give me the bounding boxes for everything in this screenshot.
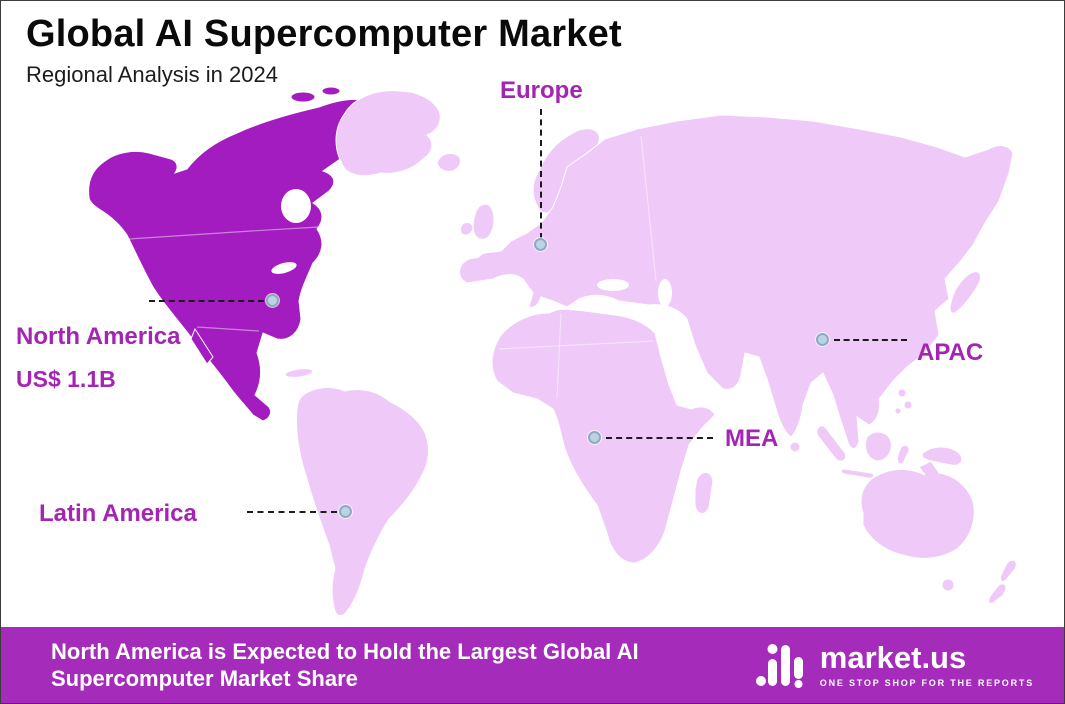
leader-line-apac — [834, 339, 907, 341]
country-borders — [128, 135, 657, 400]
ireland — [459, 222, 474, 236]
hudson-bay — [281, 189, 311, 223]
united-kingdom — [472, 203, 495, 240]
region-label-mea: MEA — [725, 425, 779, 452]
footer-banner: North America is Expected to Hold the La… — [1, 627, 1064, 703]
philippines-2 — [903, 400, 913, 410]
header: Global AI Supercomputer Market Regional … — [26, 13, 622, 88]
page-title: Global AI Supercomputer Market — [26, 13, 622, 55]
new-guinea — [921, 446, 963, 466]
sri-lanka — [789, 441, 801, 453]
map-marker-mea — [588, 431, 601, 444]
java — [841, 468, 875, 479]
great-lakes — [271, 262, 297, 274]
region-label-apac: APAC — [917, 339, 984, 366]
region-label-north-america: North America — [16, 323, 181, 350]
marketus-logo-text: market.us ONE STOP SHOP FOR THE REPORTS — [820, 642, 1034, 688]
caspian-sea — [658, 279, 672, 307]
region-label-europe: Europe — [500, 77, 583, 104]
japan — [949, 271, 982, 314]
tasmania — [941, 578, 955, 592]
iceland — [436, 152, 461, 172]
leader-line-latin-america — [247, 511, 337, 513]
leader-line-north-america — [149, 300, 264, 302]
greenland — [335, 90, 441, 177]
leader-line-mea — [606, 437, 713, 439]
continent-australia — [860, 460, 975, 559]
continent-africa — [491, 308, 716, 564]
philippines-3 — [894, 407, 902, 415]
baja-peninsula — [190, 327, 214, 365]
continent-south-america — [296, 387, 429, 616]
black-sea — [597, 279, 629, 291]
arctic-island-1 — [290, 91, 316, 103]
sulawesi — [896, 444, 910, 465]
footer-headline: North America is Expected to Hold the La… — [51, 638, 639, 692]
map-marker-latin-america — [339, 505, 352, 518]
map-marker-north-america — [266, 294, 279, 307]
brand-tagline: ONE STOP SHOP FOR THE REPORTS — [819, 678, 1034, 688]
page-subtitle: Regional Analysis in 2024 — [26, 62, 278, 87]
landmass-eurasia — [459, 114, 1014, 449]
madagascar — [694, 472, 714, 514]
borneo — [864, 431, 892, 462]
sumatra — [816, 425, 847, 462]
brand-name: market.us — [819, 640, 967, 675]
arctic-island-2 — [321, 86, 341, 96]
region-value-north-america: US$ 1.1B — [16, 366, 116, 392]
new-zealand-south — [988, 583, 1007, 604]
new-zealand-north — [1000, 559, 1017, 582]
region-label-latin-america: Latin America — [39, 500, 197, 527]
marketus-logo-icon — [755, 637, 807, 694]
cuba-island — [284, 368, 314, 378]
map-marker-europe — [534, 238, 547, 251]
marketus-logo: market.us ONE STOP SHOP FOR THE REPORTS — [755, 637, 1034, 694]
map-marker-apac — [816, 333, 829, 346]
leader-line-europe — [540, 109, 542, 239]
philippines-1 — [897, 388, 907, 398]
continent-north-america — [88, 98, 374, 422]
